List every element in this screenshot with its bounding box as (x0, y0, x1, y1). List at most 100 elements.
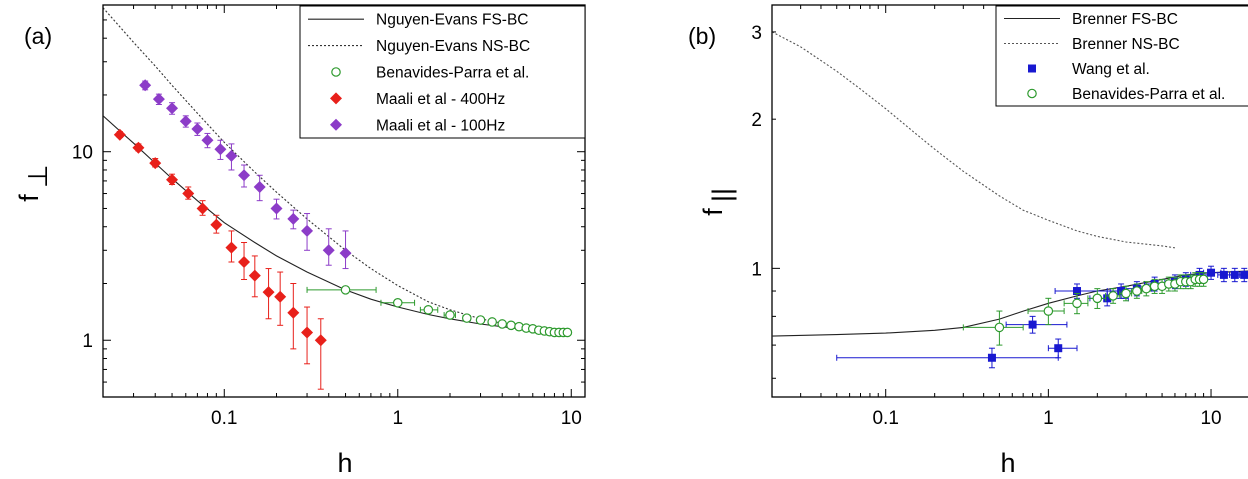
legend-swatch (330, 92, 342, 105)
data-point (475, 315, 486, 325)
legend-entry: Maali et al - 400Hz (376, 91, 505, 108)
data-point (248, 269, 261, 282)
x-axis-label: h (1000, 448, 1015, 478)
data-point (1054, 344, 1063, 353)
data-point (238, 169, 251, 182)
panel-label: (a) (24, 23, 52, 49)
data-point (1117, 287, 1126, 296)
data-point (179, 115, 192, 128)
legend-box (299, 5, 586, 139)
plot-frame (102, 4, 586, 398)
data-point (562, 327, 573, 338)
y-axis-label-group: f || (698, 188, 737, 216)
data-point (196, 202, 209, 215)
y-tick-label: 1 (82, 331, 93, 352)
data-point (1198, 274, 1209, 285)
series-benavides-parra-et-al (306, 285, 573, 338)
data-point (1132, 286, 1142, 296)
x-tick-label: 10 (561, 408, 582, 429)
data-point (139, 79, 152, 92)
legend-entry: Benavides-Parra et al. (1072, 86, 1225, 103)
data-point (1073, 287, 1082, 296)
data-point (274, 290, 287, 303)
data-point (462, 313, 472, 323)
data-point (1043, 306, 1054, 316)
y-tick-label: 1 (751, 259, 762, 280)
data-point (214, 143, 227, 156)
data-point (182, 187, 195, 200)
data-point (225, 241, 238, 254)
data-point (497, 319, 508, 329)
panel-b: 0.1 1 10 1 2 3 (b) h f || Brenner FS-BC Brenner NS-… (688, 4, 1248, 478)
legend-entry: Brenner NS-BC (1072, 36, 1180, 53)
series-maali-et-al-100hz (139, 79, 352, 270)
legend-entry: Brenner FS-BC (1072, 11, 1178, 28)
data-point (1230, 270, 1239, 279)
data-point (287, 306, 300, 319)
y-tick-label: 10 (72, 143, 93, 164)
data-point (270, 202, 283, 215)
data-point (191, 122, 204, 135)
y-axis-label-subscript: ⊥ (23, 164, 53, 188)
data-point (339, 247, 352, 260)
data-point (987, 353, 996, 362)
legend-swatch (331, 67, 341, 77)
data-point (238, 256, 251, 269)
plot-frame (771, 4, 1248, 398)
data-point (166, 102, 179, 115)
series-brenner-ns-bc (772, 31, 1175, 249)
legend-entry: Wang et al. (1072, 61, 1150, 78)
data-point (1141, 283, 1152, 294)
legend-entry: Benavides-Parra et al. (376, 65, 529, 82)
data-point (113, 128, 126, 141)
legend-swatch (1028, 64, 1036, 73)
legend-swatch (1027, 88, 1037, 99)
panel-label: (b) (688, 23, 716, 49)
x-tick-label: 0.1 (872, 408, 898, 429)
x-tick-label: 10 (1200, 408, 1221, 429)
data-point (314, 334, 327, 347)
series-benavides-parra-et-al (962, 272, 1209, 346)
data-point (1219, 270, 1228, 279)
legend-entry: Maali et al - 100Hz (376, 117, 505, 134)
plot-area (772, 31, 1248, 369)
data-point (1121, 288, 1131, 299)
data-point (392, 297, 403, 308)
legend-swatch (330, 118, 342, 131)
data-point (1207, 268, 1216, 277)
y-axis-label: f (698, 208, 728, 216)
data-point (340, 285, 351, 295)
y-tick-label: 3 (751, 23, 762, 44)
data-point (149, 157, 162, 170)
plot-area (103, 7, 573, 390)
data-point (1028, 320, 1037, 329)
data-point (132, 141, 145, 154)
legend: Nguyen-Evans FS-BC Nguyen-Evans NS-BC Bena… (299, 5, 586, 139)
data-point (166, 173, 179, 186)
series-maali-et-al-400hz (113, 128, 327, 390)
data-point (287, 212, 300, 225)
x-axis-label: h (337, 448, 352, 478)
data-point (262, 286, 275, 299)
data-point (1072, 298, 1082, 309)
legend-entry: Nguyen-Evans FS-BC (376, 12, 528, 29)
y-axis-label-group: f⊥ (14, 164, 53, 201)
data-point (301, 224, 314, 237)
y-axis-label: f (14, 194, 44, 202)
x-tick-label: 1 (1043, 408, 1054, 429)
data-point (225, 149, 238, 162)
y-axis-label-subscript: || (707, 188, 737, 202)
data-point (994, 322, 1005, 333)
x-tick-label: 1 (392, 408, 403, 429)
legend-entry: Nguyen-Evans NS-BC (376, 38, 530, 55)
data-point (445, 310, 455, 320)
series-brenner-ns-bc-line (772, 31, 1175, 249)
legend-box (995, 5, 1248, 107)
y-tick-label: 2 (751, 110, 762, 131)
data-point (1092, 293, 1103, 304)
data-point (253, 180, 266, 193)
legend: Brenner FS-BC Brenner NS-BC Wang et al. Ben… (995, 5, 1248, 107)
data-point (506, 320, 516, 331)
